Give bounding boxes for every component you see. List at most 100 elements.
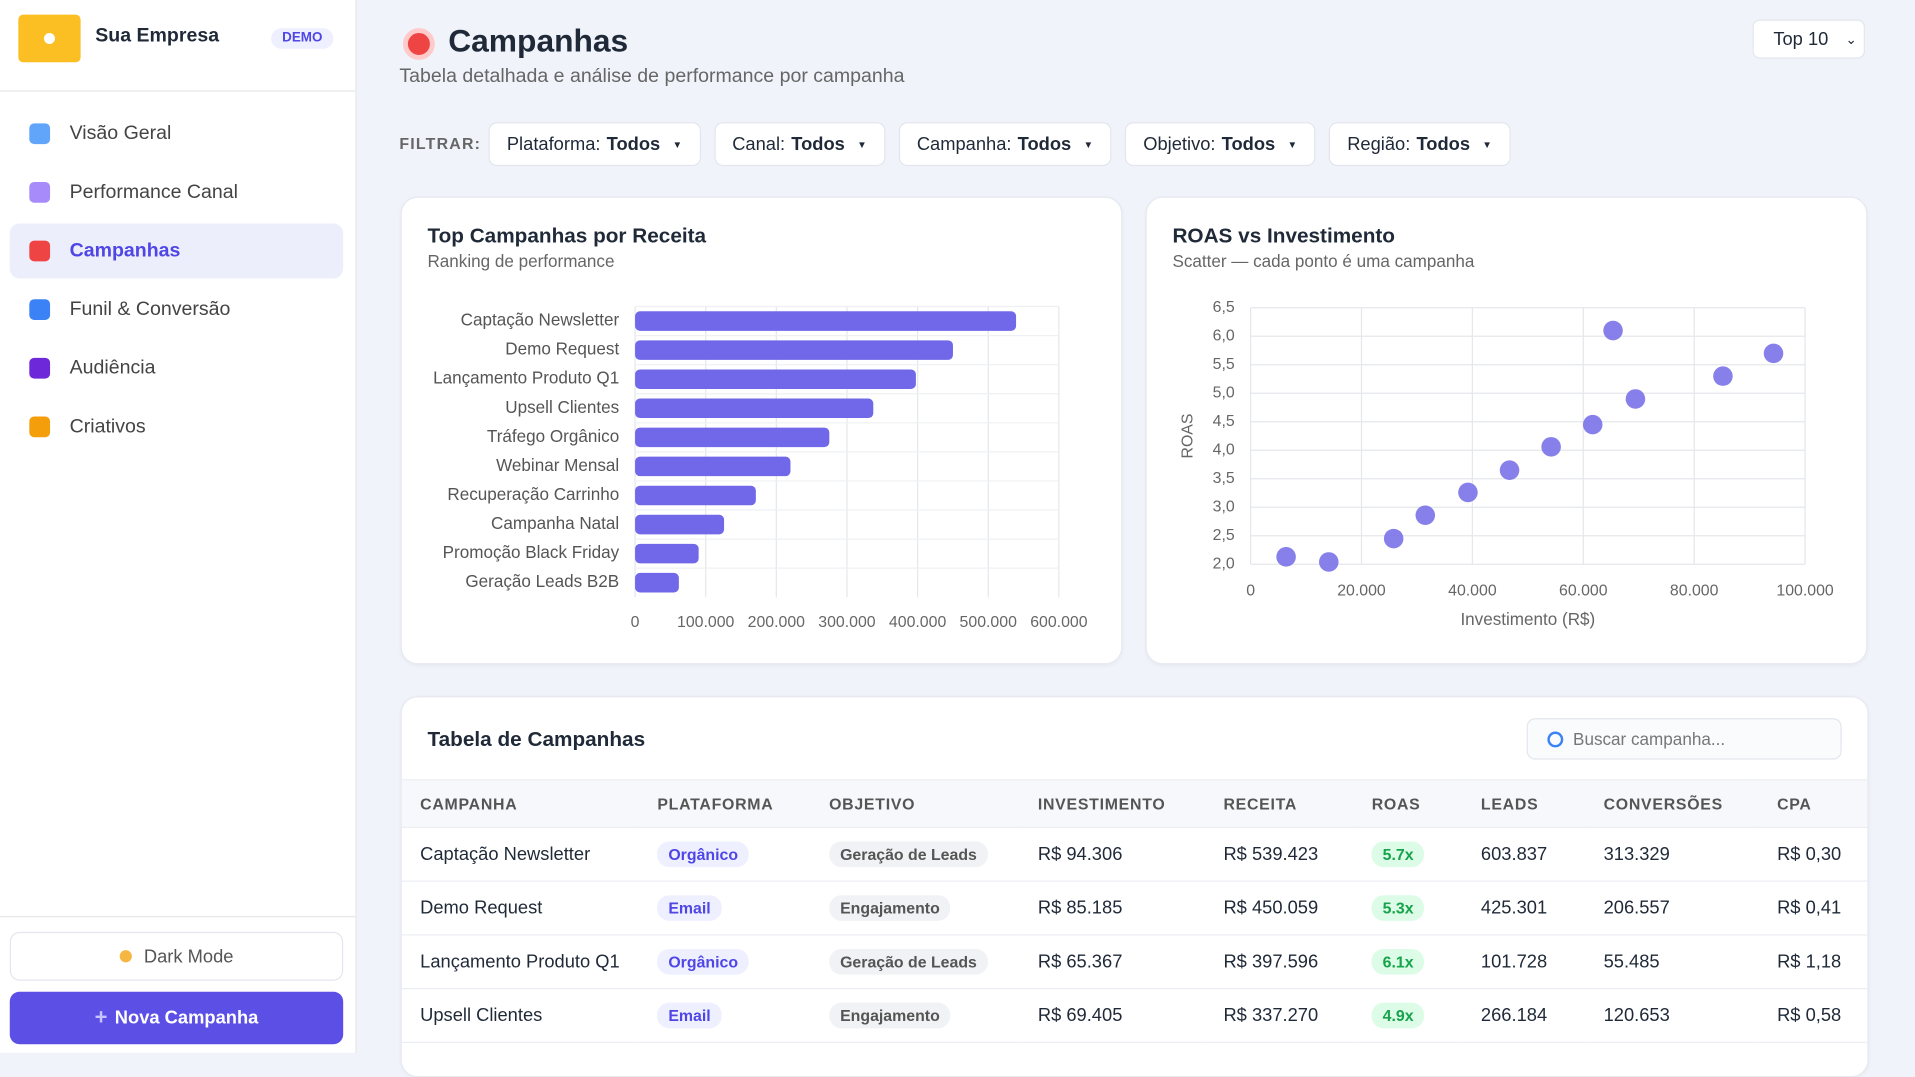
table-cell: Upsell Clientes [401, 988, 640, 1043]
point [1625, 389, 1646, 409]
dark-mode-button[interactable]: Dark Mode [9, 931, 344, 981]
nav-item[interactable]: Funil & Conversão [10, 282, 343, 337]
nav-item[interactable]: Performance Canal [10, 165, 343, 220]
cell-text: R$ 1,18 [1777, 951, 1842, 973]
nav-label: Funil & Conversão [69, 298, 231, 320]
x-tick-label: 80.000 [1670, 582, 1719, 599]
table-cell: R$ 85.185 [1019, 881, 1206, 936]
y-tick-label: Tráfego Orgânico [487, 427, 619, 446]
bar [635, 427, 830, 448]
cell-text: 206.557 [1603, 897, 1670, 919]
cell-text: 603.837 [1480, 843, 1548, 865]
filter-dropdown[interactable]: Objetivo: Todos ▼ [1124, 122, 1316, 167]
table-cell: Captação Newsletter [401, 827, 640, 882]
nav-item[interactable]: Criativos [10, 399, 343, 454]
column-header: CPA [1758, 779, 1868, 829]
new-campaign-button[interactable]: + Nova Campanha [9, 991, 344, 1045]
badge: Orgânico [657, 841, 750, 868]
nav-item[interactable]: Visão Geral [10, 106, 343, 161]
cell-text: 313.329 [1603, 843, 1670, 865]
table-cell: Geração de Leads [810, 827, 1020, 882]
table-cell: Email [639, 881, 811, 936]
filter-dropdown[interactable]: Região: Todos ▼ [1328, 122, 1511, 167]
cell-text: R$ 539.423 [1223, 843, 1319, 865]
table-cell: R$ 397.596 [1205, 934, 1354, 990]
table-row: Demo Request Email Engajamento R$ 85.185 R$ … [401, 881, 1868, 936]
filter-value: Todos [791, 133, 845, 155]
bar-chart: Top Campanhas por Receita Ranking de perf… [427, 224, 1088, 631]
filter-name: Plataforma: [506, 133, 601, 155]
y-tick-label: 5,0 [1213, 384, 1235, 401]
table-cell: Lançamento Produto Q1 [401, 934, 640, 990]
y-tick-label: Captação Newsletter [461, 311, 620, 330]
cell-text: R$ 0,58 [1777, 1005, 1842, 1026]
x-axis-label: Investimento (R$) [1460, 610, 1595, 629]
badge: Email [657, 1002, 722, 1029]
cell-text: 266.184 [1480, 1005, 1548, 1026]
cell-text: R$ 69.405 [1037, 1005, 1123, 1026]
column-header: PLATAFORMA [639, 779, 811, 829]
cell-text: R$ 85.185 [1037, 897, 1123, 919]
table-cell: 266.184 [1462, 988, 1586, 1043]
filter-dropdown[interactable]: Campanha: Todos ▼ [898, 122, 1112, 167]
nav-icon [29, 123, 51, 145]
x-tick-label: 100.000 [677, 614, 735, 631]
chart-title: ROAS vs Investimento [1172, 224, 1395, 247]
table-row: Upsell Clientes Email Engajamento R$ 69.405… [401, 988, 1868, 1043]
x-tick-label: 0 [1246, 582, 1255, 599]
app: Sua Empresa DEMO Visão Geral Performance … [0, 0, 1869, 1077]
x-tick-label: 0 [631, 614, 640, 631]
cell-text: 55.485 [1603, 951, 1660, 973]
caret: ▼ [857, 138, 867, 150]
table-card: Tabela de Campanhas Buscar campanha... C… [400, 696, 1869, 1077]
table-cell: Email [639, 988, 811, 1043]
table-cell: Engajamento [810, 881, 1020, 936]
point [1276, 547, 1296, 567]
y-tick-label: 4,0 [1213, 441, 1235, 458]
caret: ▼ [1083, 138, 1094, 150]
table-cell: 603.837 [1462, 827, 1586, 882]
point [1415, 505, 1436, 525]
nav-icon [29, 299, 51, 320]
filter-dropdown[interactable]: Plataforma: Todos ▼ [488, 122, 701, 167]
table-cell: Orgânico [639, 934, 811, 990]
cell-text: R$ 0,30 [1777, 843, 1842, 865]
point [1499, 460, 1520, 480]
bar [635, 311, 1017, 331]
cell-text: Captação Newsletter [420, 843, 591, 865]
cell-text: R$ 94.306 [1037, 843, 1123, 865]
point [1763, 343, 1784, 364]
nav-icon [29, 357, 51, 379]
cell-text: R$ 397.596 [1223, 951, 1319, 973]
nav-label: Criativos [69, 415, 146, 437]
y-tick-label: 6,0 [1213, 327, 1235, 344]
top-select[interactable]: Top 10 ⌄ [1752, 19, 1865, 59]
logo [18, 14, 81, 63]
filter-dropdown[interactable]: Canal: Todos ▼ [713, 122, 886, 167]
filter-name: Objetivo: [1143, 133, 1216, 155]
search-input[interactable]: Buscar campanha... [1526, 718, 1842, 760]
nav-item[interactable]: Campanhas [9, 223, 344, 279]
badge: Geração de Leads [829, 948, 988, 975]
x-tick-label: 200.000 [748, 614, 806, 631]
table-cell: R$ 450.059 [1205, 881, 1354, 936]
top-select-label: Top 10 [1773, 28, 1829, 50]
column-header: LEADS [1462, 779, 1586, 829]
nav-label: Audiência [69, 357, 156, 378]
divider [0, 915, 356, 918]
x-tick-label: 600.000 [1030, 614, 1088, 631]
point [1713, 366, 1733, 386]
chart-subtitle: Scatter — cada ponto é uma campanha [1172, 252, 1474, 271]
nav-label: Campanhas [69, 239, 181, 261]
table-cell: 5.7x [1353, 827, 1463, 882]
table-cell: 206.557 [1585, 881, 1759, 936]
table-cell: 120.653 [1585, 988, 1759, 1043]
badge: Geração de Leads [829, 841, 988, 868]
bar [635, 369, 916, 389]
nav-icon [29, 416, 51, 438]
table-cell: R$ 69.405 [1019, 988, 1206, 1043]
nav-icon [29, 181, 51, 203]
moon-icon [119, 950, 132, 963]
nav-item[interactable]: Audiência [10, 341, 343, 396]
badge: 4.9x [1371, 1002, 1425, 1029]
